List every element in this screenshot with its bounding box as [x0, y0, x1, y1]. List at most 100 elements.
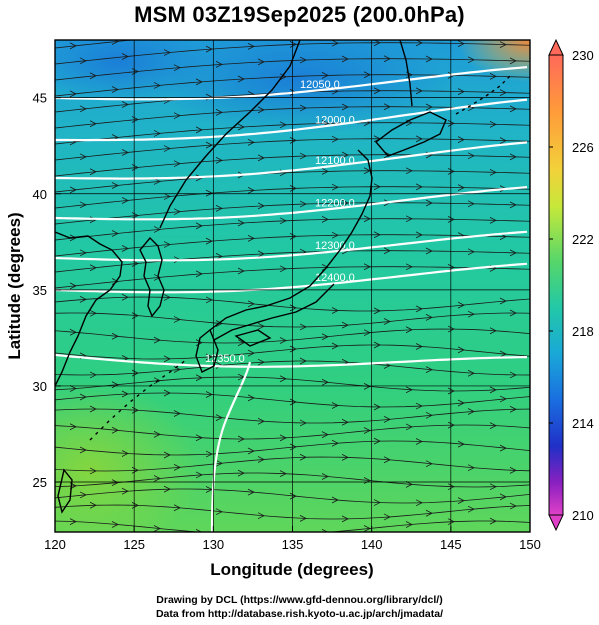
height-contour	[55, 66, 528, 101]
streamline-arrow	[457, 497, 465, 505]
streamline-arrow	[425, 509, 433, 517]
streamline-arrow	[79, 105, 87, 113]
streamline-arrow	[299, 453, 307, 461]
streamline-arrow	[509, 105, 517, 113]
streamline-arrow	[321, 168, 329, 175]
streamline-arrow	[111, 230, 119, 237]
streamline-arrow	[425, 411, 433, 419]
streamline-arrow	[279, 121, 287, 129]
streamline-arrow	[173, 160, 181, 168]
streamline-arrow	[425, 199, 433, 207]
streamline-arrow	[89, 371, 97, 379]
streamline-arrow	[247, 187, 255, 194]
streamline-arrow	[69, 423, 77, 431]
streamline-arrow	[89, 405, 97, 413]
streamline-arrow	[447, 483, 455, 491]
streamline-arrow	[69, 385, 77, 392]
streamline-arrow	[383, 247, 391, 255]
streamline-arrow	[153, 274, 161, 281]
streamline-arrow	[69, 518, 77, 526]
streamline-arrow	[257, 512, 265, 520]
streamline-arrow	[322, 24, 328, 30]
streamline	[55, 328, 530, 344]
streamline	[55, 520, 530, 532]
streamline-arrow	[121, 450, 129, 457]
streamline-arrow	[279, 434, 287, 442]
streamline-arrow	[447, 325, 455, 333]
contour-label: 12100.0	[315, 155, 355, 167]
streamline-arrow	[321, 528, 329, 532]
streamline-arrow	[237, 123, 245, 131]
colorbar-tick-label: 226	[572, 140, 594, 155]
streamline-arrow	[79, 296, 87, 303]
streamline-arrow	[383, 416, 391, 423]
streamline-arrow	[331, 135, 339, 143]
streamline-arrow	[237, 267, 245, 275]
x-tick-label: 130	[202, 537, 224, 552]
streamline-arrow	[373, 40, 381, 47]
streamline-arrow	[173, 112, 181, 120]
streamline-arrow	[489, 168, 497, 176]
warm-region-northeast	[458, 40, 530, 82]
streamline	[55, 440, 530, 456]
streamline-arrow	[121, 53, 129, 60]
streamline-arrow	[364, 24, 370, 30]
streamline-arrow	[257, 456, 265, 463]
contour-label: 12050.0	[300, 79, 340, 91]
streamline-arrow	[79, 446, 87, 454]
streamline-arrow	[448, 24, 454, 30]
streamline-arrow	[489, 120, 497, 128]
streamline-arrow	[363, 215, 371, 223]
streamline-arrow	[447, 168, 455, 175]
streamline-arrow	[69, 282, 77, 290]
streamline-arrow	[205, 141, 213, 149]
streamline-arrow	[509, 467, 517, 474]
streamline-arrow	[289, 41, 297, 48]
y-tick-label: 40	[33, 187, 47, 202]
streamline-arrow	[405, 263, 413, 271]
streamline-arrow	[373, 403, 381, 411]
streamline	[55, 170, 530, 193]
streamline-arrow	[332, 538, 338, 544]
streamline-arrow	[425, 55, 433, 63]
streamline-arrow	[153, 431, 161, 438]
streamline-arrow	[195, 374, 203, 382]
streamline-arrow	[489, 483, 497, 491]
streamline-arrow	[79, 57, 87, 65]
streamline-arrow	[153, 82, 161, 89]
streamline	[55, 250, 530, 273]
streamline-arrow	[383, 103, 391, 111]
streamline-arrow	[237, 75, 245, 83]
streamline	[55, 488, 530, 504]
streamline-arrow	[279, 337, 287, 344]
streamline-arrow	[195, 78, 203, 86]
streamline-arrow	[341, 55, 349, 63]
streamline-arrow	[121, 245, 129, 252]
streamline-arrow	[489, 517, 497, 525]
streamline-arrow	[363, 383, 371, 390]
streamline-arrow	[406, 24, 412, 30]
contour-label: 12200.0	[315, 198, 355, 210]
streamline	[55, 408, 530, 424]
streamline-arrow	[415, 183, 423, 191]
streamline-arrow	[279, 375, 287, 383]
streamline-arrow	[215, 205, 223, 212]
streamline-arrow	[257, 250, 265, 258]
streamline-arrow	[405, 215, 413, 223]
streamline-arrow	[467, 152, 475, 160]
streamline-arrow	[111, 381, 119, 389]
streamline-arrow	[205, 189, 213, 197]
x-tick-label: 145	[440, 537, 462, 552]
streamline-arrow	[111, 86, 119, 93]
streamline-arrow	[111, 40, 119, 45]
streamline-arrow	[163, 355, 171, 363]
streamline-arrow	[237, 339, 245, 347]
streamline-arrow	[321, 72, 329, 79]
streamline-arrow	[489, 216, 497, 224]
streamline-arrow	[341, 103, 349, 111]
streamline-arrow	[280, 26, 286, 32]
streamline-arrow	[447, 120, 455, 127]
streamline-arrow	[299, 515, 307, 522]
streamline-arrow	[383, 456, 391, 464]
streamline-arrow	[195, 528, 203, 532]
